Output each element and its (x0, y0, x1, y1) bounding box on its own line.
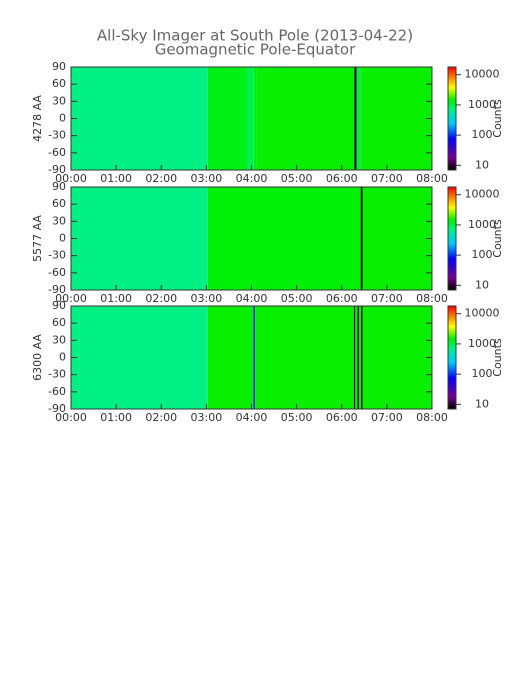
y-tick-label: -90 (48, 163, 66, 176)
x-tick-label: 00:00 (55, 411, 87, 424)
y-tick-label: 90 (52, 60, 66, 73)
heat-cell (207, 187, 361, 290)
x-tick-label: 07:00 (371, 172, 403, 185)
colorbar (447, 186, 457, 291)
x-tick-label: 01:00 (100, 172, 132, 185)
x-tick-label: 05:00 (281, 292, 313, 305)
y-tick-label: -90 (48, 402, 66, 415)
colorbar-label: Counts (491, 99, 504, 138)
colorbar-label: Counts (491, 338, 504, 377)
heat-cell (71, 67, 208, 170)
x-tick-label: 04:00 (236, 172, 268, 185)
y-tick-label: -30 (48, 249, 66, 262)
heat-cell (255, 306, 354, 409)
heat-cell (362, 187, 432, 290)
colorbar-tick-label: 100 (472, 248, 493, 261)
x-tick-label: 03:00 (191, 411, 223, 424)
x-tick-label: 00:00 (55, 172, 87, 185)
y-axis-label: 6300 AA (31, 334, 44, 381)
x-tick-label: 02:00 (145, 411, 177, 424)
heat-cell (246, 67, 254, 170)
y-tick-label: 30 (52, 333, 66, 346)
y-tick-label: 60 (52, 316, 66, 329)
heat-cell (358, 306, 362, 409)
x-tick-label: 08:00 (416, 172, 448, 185)
y-tick-label: -30 (48, 129, 66, 142)
heat-cell (356, 67, 361, 170)
heat-cell (357, 306, 359, 409)
heat-cell (353, 306, 356, 409)
colorbar-tick-label: 10000 (465, 68, 500, 81)
y-tick-label: 30 (52, 214, 66, 227)
x-tick-label: 06:00 (326, 292, 358, 305)
colorbar-label: Counts (491, 219, 504, 258)
heat-cell (207, 306, 254, 409)
x-tick-label: 05:00 (281, 411, 313, 424)
heat-cell (362, 306, 432, 409)
y-tick-label: 90 (52, 299, 66, 312)
y-axis-label: 4278 AA (31, 95, 44, 142)
y-tick-label: -90 (48, 283, 66, 296)
colorbar-tick-label: 1000 (468, 218, 496, 231)
x-tick-label: 07:00 (371, 292, 403, 305)
heat-cell (354, 67, 357, 170)
y-tick-label: 60 (52, 77, 66, 90)
y-tick-label: 0 (59, 351, 66, 364)
heat-cell (360, 67, 432, 170)
heat-cell (355, 306, 358, 409)
y-tick-label: 90 (52, 180, 66, 193)
x-tick-label: 04:00 (236, 411, 268, 424)
x-tick-label: 06:00 (326, 411, 358, 424)
colorbar-tick-label: 10 (475, 278, 489, 291)
heat-cell (361, 306, 363, 409)
y-tick-label: -30 (48, 368, 66, 381)
colorbar-tick-label: 10000 (465, 188, 500, 201)
colorbar-tick-label: 1000 (468, 98, 496, 111)
y-tick-label: -60 (48, 146, 66, 159)
colorbar-tick-label: 100 (472, 128, 493, 141)
colorbar-tick-label: 100 (472, 367, 493, 380)
y-tick-label: 0 (59, 112, 66, 125)
x-tick-label: 04:00 (236, 292, 268, 305)
chart-title: All-Sky Imager at South Pole (2013-04-22… (97, 27, 413, 45)
y-tick-label: 60 (52, 197, 66, 210)
colorbar-tick-label: 10 (475, 158, 489, 171)
heat-cell (253, 67, 257, 170)
colorbar (447, 66, 457, 171)
heat-cell (207, 67, 247, 170)
y-tick-label: 0 (59, 232, 66, 245)
x-tick-label: 02:00 (145, 292, 177, 305)
x-tick-label: 03:00 (191, 172, 223, 185)
x-tick-label: 05:00 (281, 172, 313, 185)
y-tick-label: -60 (48, 385, 66, 398)
x-tick-label: 06:00 (326, 172, 358, 185)
heat-cell (71, 306, 208, 409)
heat-cell (71, 187, 208, 290)
x-tick-label: 07:00 (371, 411, 403, 424)
y-tick-label: -60 (48, 266, 66, 279)
x-tick-label: 01:00 (100, 411, 132, 424)
heat-cell (253, 306, 256, 409)
colorbar-tick-label: 10 (475, 397, 489, 410)
chart-subtitle: Geomagnetic Pole-Equator (155, 41, 356, 59)
x-tick-label: 08:00 (416, 292, 448, 305)
x-tick-label: 03:00 (191, 292, 223, 305)
y-axis-label: 5577 AA (31, 215, 44, 262)
colorbar-tick-label: 10000 (465, 307, 500, 320)
x-tick-label: 02:00 (145, 172, 177, 185)
heat-cell (256, 67, 355, 170)
heat-cell (360, 187, 363, 290)
x-tick-label: 00:00 (55, 292, 87, 305)
y-tick-label: 30 (52, 94, 66, 107)
x-tick-label: 01:00 (100, 292, 132, 305)
x-tick-label: 08:00 (416, 411, 448, 424)
colorbar (447, 305, 457, 410)
colorbar-tick-label: 1000 (468, 337, 496, 350)
